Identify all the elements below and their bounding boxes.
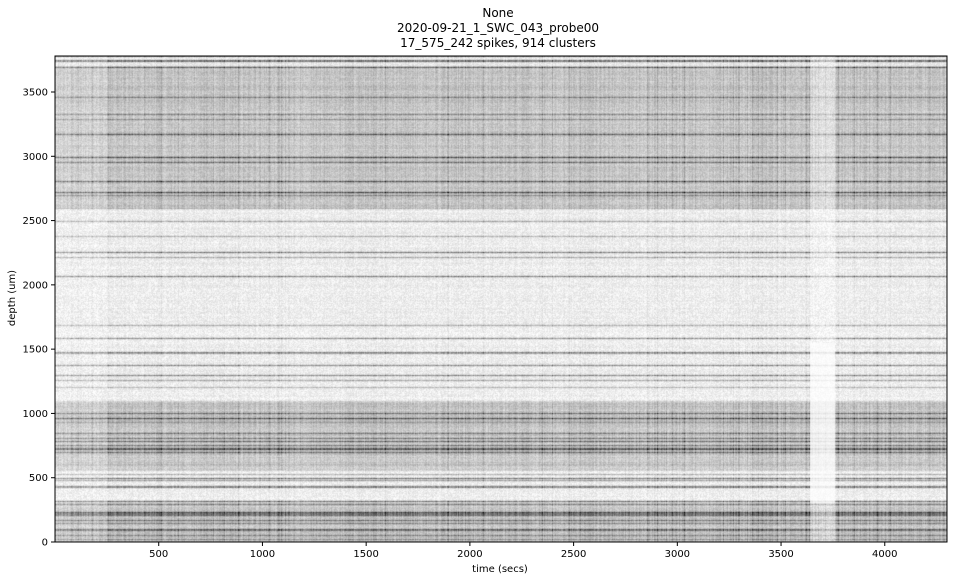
y-axis: 0 500 1000 1500 2000 2500 3000 3500: [23, 88, 55, 549]
y-tick-label: 1000: [23, 409, 48, 420]
x-tick-label: 4000: [872, 549, 897, 560]
x-tick-label: 3000: [665, 549, 690, 560]
x-tick-label: 1000: [250, 549, 275, 560]
y-axis-label: depth (um): [7, 270, 18, 326]
y-tick-label: 0: [42, 538, 48, 549]
x-axis-label: time (secs): [472, 564, 528, 575]
title-line-3: 17_575_242 spikes, 914 clusters: [400, 36, 596, 50]
x-tick-label: 2000: [457, 549, 482, 560]
plot-frame: [54, 55, 948, 543]
plot-area: [54, 55, 948, 543]
x-tick-label: 1500: [353, 549, 378, 560]
x-tick-label: 2500: [561, 549, 586, 560]
y-tick-label: 1500: [23, 345, 48, 356]
x-axis: 500 1000 1500 2000 2500 3000 3500 4000: [149, 542, 897, 560]
x-tick-label: 500: [149, 549, 168, 560]
x-tick-label: 3500: [768, 549, 793, 560]
y-tick-label: 500: [29, 473, 48, 484]
y-tick-label: 3000: [23, 152, 48, 163]
y-tick-label: 3500: [23, 88, 48, 99]
y-tick-label: 2500: [23, 216, 48, 227]
spike-raster-image: [55, 56, 947, 542]
title-line-2: 2020-09-21_1_SWC_043_probe00: [397, 21, 599, 35]
title-line-1: None: [482, 6, 513, 20]
y-tick-label: 2000: [23, 280, 48, 291]
